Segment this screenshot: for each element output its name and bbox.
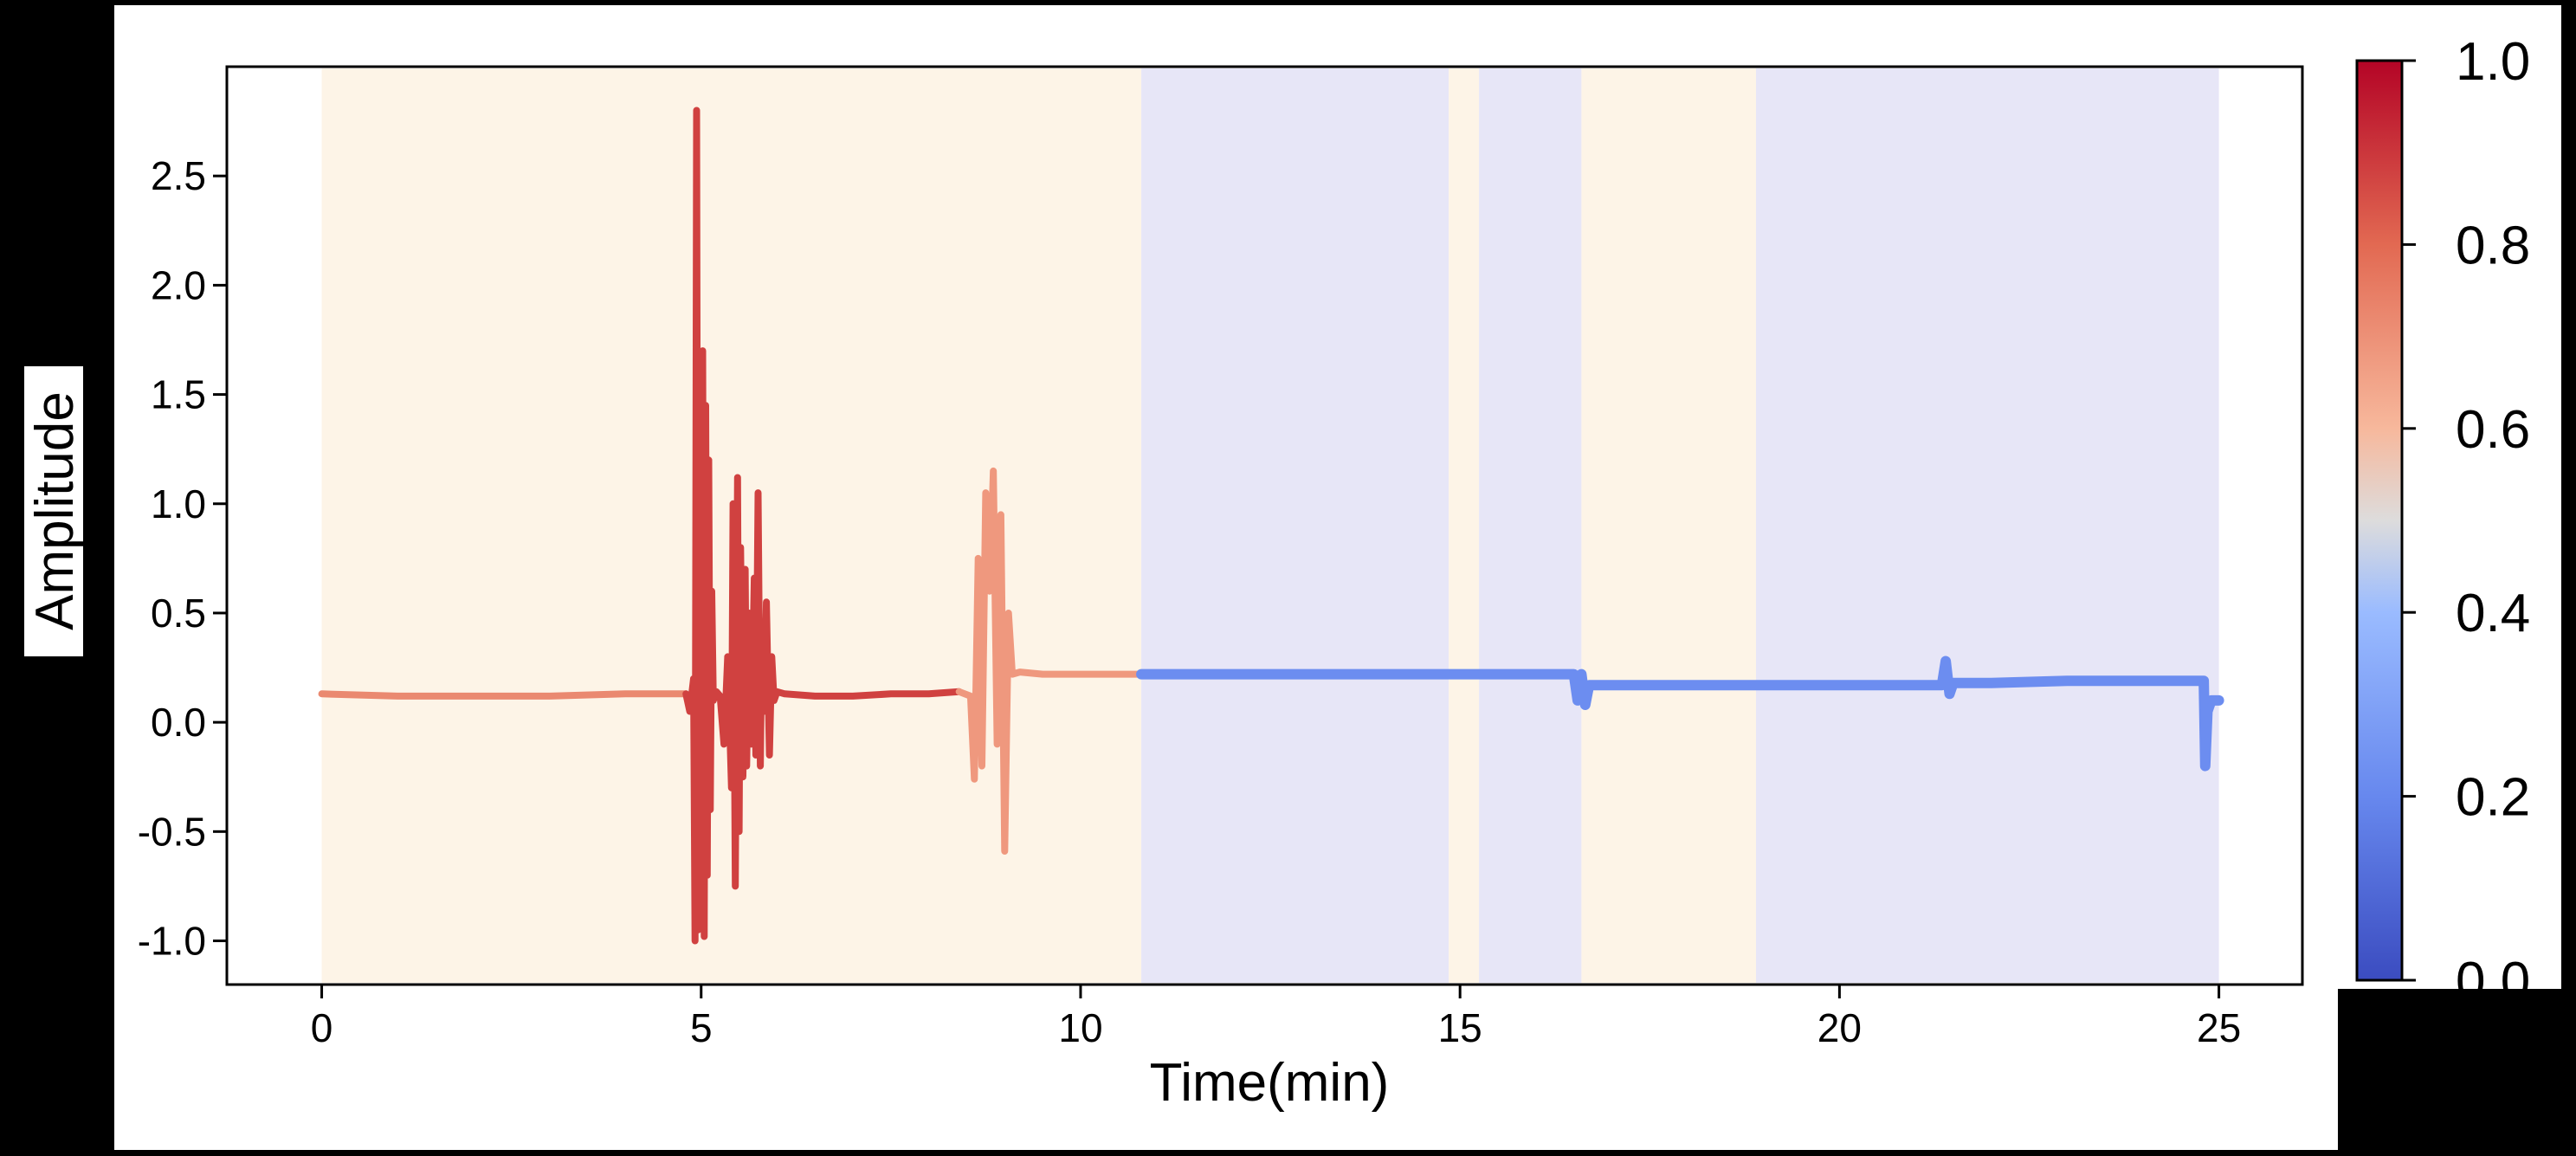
shaded-region-low (1756, 68, 2219, 983)
y-axis-label: Amplitude (25, 391, 85, 630)
x-axis-label: Time(min) (1150, 1053, 1390, 1113)
colorbar-tick-label: 0.0 (2456, 952, 2530, 1011)
colorbar-tick-label: 1.0 (2456, 32, 2530, 92)
y-tick-label: -1.0 (138, 919, 206, 964)
y-tick-label: 1.0 (151, 481, 206, 526)
y-tick-label: 0.0 (151, 700, 206, 745)
x-tick-label: 0 (311, 1005, 333, 1050)
shaded-regions (322, 68, 2219, 983)
x-tick-label: 10 (1058, 1005, 1102, 1050)
shaded-region-high (1449, 68, 1479, 983)
y-tick-label: 1.5 (151, 372, 206, 417)
colorbar (2357, 61, 2402, 980)
x-tick-label: 20 (1817, 1005, 1862, 1050)
series-line-baseline-start (322, 694, 687, 696)
shaded-region-low (1479, 68, 1581, 983)
y-tick-label: 2.5 (151, 153, 206, 198)
x-tick-label: 25 (2197, 1005, 2241, 1050)
colorbar-tick-label: 0.8 (2456, 216, 2530, 275)
x-tick-label: 15 (1438, 1005, 1482, 1050)
y-tick-label: 0.5 (151, 591, 206, 636)
colorbar-tick-label: 0.6 (2456, 400, 2530, 460)
colorbar-tick-label: 0.2 (2456, 768, 2530, 828)
shaded-region-high (1581, 68, 1756, 983)
y-axis-label-group: Amplitude (24, 366, 85, 656)
colorbar-tick-label: 0.4 (2456, 584, 2530, 643)
shaded-region-low (1141, 68, 1449, 983)
x-tick-label: 5 (690, 1005, 713, 1050)
y-tick-label: 2.0 (151, 262, 206, 307)
y-tick-label: -0.5 (138, 809, 206, 854)
